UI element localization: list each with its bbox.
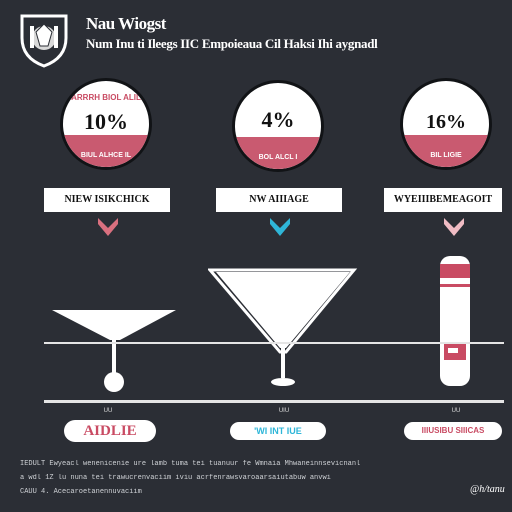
down-arrow-icon	[440, 214, 468, 245]
footer-line: a wdl 1Z lu nuna tei trawucrenvaciim ivi…	[20, 474, 331, 482]
category-label-right: WYEIIIBEMEAGOIT	[384, 188, 502, 212]
shallow-glass-illustration	[50, 306, 180, 401]
category-label-center: NW AIIIAGE	[216, 188, 342, 212]
small-caption: UIU	[278, 408, 290, 414]
badge-center: 4% BOL ALCL I	[232, 80, 324, 172]
header-subtitle: Num Inu ti Ileegs IIC Empoieaua Cil Haks…	[86, 36, 378, 51]
divider-line	[44, 400, 504, 403]
badge-percent: 4%	[261, 107, 295, 132]
badge-band	[403, 135, 489, 167]
badge-top-text: ARRRH BIOL ALIL	[71, 93, 141, 102]
badge-percent: 16%	[426, 111, 466, 133]
badge-band-text: BIL LIGIE	[430, 152, 462, 159]
down-arrow-icon	[94, 214, 122, 245]
badge-right: 16% BIL LIGIE	[400, 78, 492, 170]
badge-left: ARRRH BIOL ALIL 10% BIUL ALHCE IL	[60, 78, 152, 170]
small-caption: UU	[451, 408, 461, 414]
small-caption: UU	[103, 408, 113, 414]
signature: @h/tanu	[470, 484, 505, 495]
martini-glass-illustration	[206, 268, 358, 397]
badge-band	[63, 135, 149, 167]
badge-band	[235, 137, 321, 169]
pill-right: IIIUSIBU SIIICAS	[404, 422, 502, 440]
pill-center: 'WI INT IUE	[230, 422, 326, 440]
crest-logo	[18, 12, 70, 68]
category-label-left: NIEW ISIKCHICK	[44, 188, 170, 212]
badge-band-text: BOL ALCL I	[258, 154, 298, 161]
pill-left: AIDLIE	[64, 420, 156, 442]
divider-line	[44, 342, 504, 344]
tall-glass-illustration	[438, 254, 472, 393]
header-title: Nau Wiogst	[86, 14, 166, 33]
badge-band-text: BIUL ALHCE IL	[80, 152, 132, 159]
down-arrow-icon	[266, 214, 294, 245]
badge-percent: 10%	[84, 109, 128, 134]
footer-line: CAUU 4. Acecaroetanennuvaciim	[20, 488, 142, 496]
footer-line: IEDULT Ewyeacl wenenicenie ure lamb tuma…	[20, 460, 361, 468]
